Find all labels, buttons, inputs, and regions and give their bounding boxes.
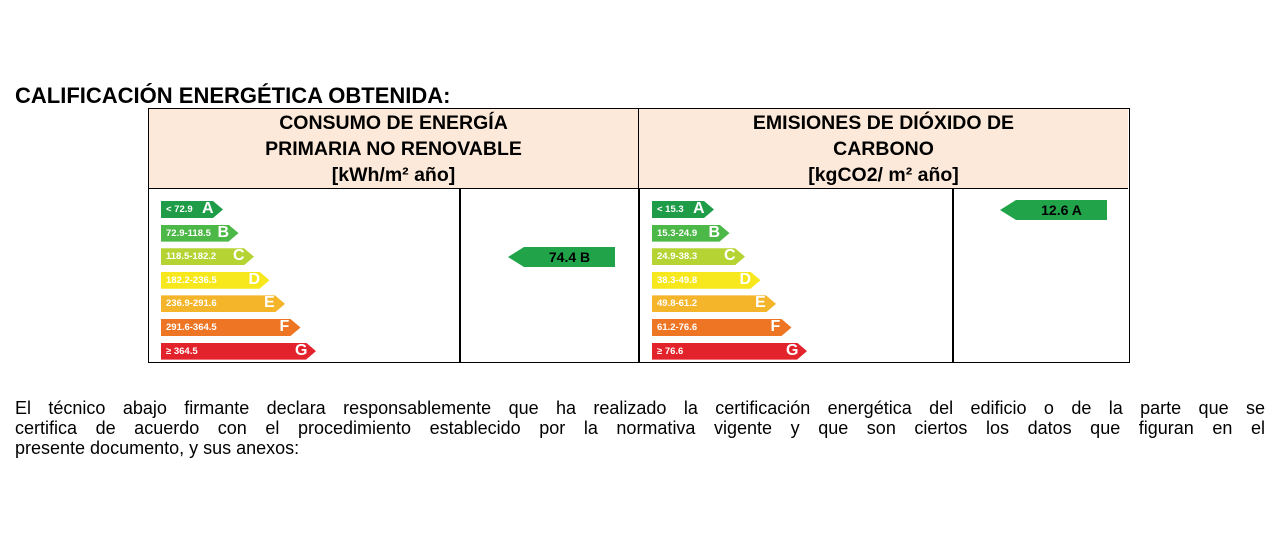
scale-letter: C (233, 247, 245, 265)
rating-table: CONSUMO DE ENERGÍA PRIMARIA NO RENOVABLE… (148, 108, 1130, 363)
scale-letter: F (279, 318, 290, 335)
scale-letter: D (248, 270, 261, 288)
scale-bar-a: < 15.3 A (652, 201, 714, 218)
scale-bar-g: ≥ 76.6 G (652, 341, 807, 360)
scale-letter: G (295, 341, 308, 359)
divider-middle (638, 189, 640, 362)
scale-range-label: ≥ 364.5 (166, 345, 198, 357)
emissions-header: EMISIONES DE DIÓXIDO DE CARBONO [kgCO2/ … (639, 109, 1128, 189)
emissions-header-line-1: EMISIONES DE DIÓXIDO DE (752, 112, 1015, 134)
scale-bar-c: 118.5-182.2 C (161, 247, 254, 266)
emissions-rating-arrow: 12.6 A (1000, 200, 1107, 220)
emissions-rating-value: 12.6 A (1041, 202, 1082, 218)
scale-range-label: 182.2-236.5 (166, 274, 217, 286)
scale-bar-b: 15.3-24.9 B (652, 223, 730, 242)
scale-bar-g: ≥ 364.5 G (161, 341, 316, 360)
scale-range-label: 291.6-364.5 (166, 322, 217, 333)
declaration-line-1: El técnico abajo firmante declara respon… (15, 398, 1265, 418)
scale-letter: B (217, 223, 230, 241)
scale-bar-e: 49.8-61.2 E (652, 294, 776, 313)
emissions-header-unit: [kgCO2/ m² año] (808, 164, 959, 186)
scale-range-label: < 15.3 (657, 204, 684, 215)
energy-header-line-2: PRIMARIA NO RENOVABLE (265, 138, 522, 160)
energy-header-line-1: CONSUMO DE ENERGÍA (279, 112, 508, 134)
energy-header-unit: [kWh/m² año] (331, 164, 456, 186)
scale-bar-f: 61.2-76.6 F (652, 319, 792, 336)
energy-rating-arrow: 74.4 B (508, 246, 615, 267)
scale-letter: E (755, 294, 766, 312)
scale-bar-d: 182.2-236.5 D (161, 270, 270, 289)
scale-letter: G (786, 341, 799, 359)
scale-bar-f: 291.6-364.5 F (161, 319, 301, 336)
scale-range-label: ≥ 76.6 (657, 345, 684, 357)
scale-range-label: 118.5-182.2 (166, 251, 217, 263)
declaration-line-3: presente documento, y sus anexos: (15, 438, 300, 458)
scale-range-label: < 72.9 (166, 204, 193, 215)
scale-bar-e: 236.9-291.6 E (161, 294, 285, 313)
declaration-line-2: certifica de acuerdo con el procedimient… (15, 418, 1265, 438)
scale-range-label: 15.3-24.9 (657, 227, 698, 239)
scale-letter: B (708, 223, 721, 241)
emissions-header-line-2: CARBONO (833, 138, 934, 160)
scale-bar-b: 72.9-118.5 B (161, 223, 239, 242)
scale-range-label: 72.9-118.5 (166, 227, 211, 239)
scale-letter: F (770, 318, 781, 335)
scale-range-label: 61.2-76.6 (657, 322, 698, 333)
scale-letter: E (264, 294, 275, 312)
divider-right-inner (952, 189, 954, 362)
section-title: CALIFICACIÓN ENERGÉTICA OBTENIDA: (15, 83, 451, 108)
scale-letter: C (724, 247, 736, 265)
energy-header: CONSUMO DE ENERGÍA PRIMARIA NO RENOVABLE… (149, 109, 639, 189)
scale-letter: A (693, 200, 705, 217)
energy-rating-value: 74.4 B (548, 248, 591, 265)
scale-range-label: 38.3-49.8 (657, 274, 698, 286)
declaration-paragraph: El técnico abajo firmante declara respon… (15, 398, 1265, 458)
scale-range-label: 236.9-291.6 (166, 298, 217, 310)
scale-bar-a: < 72.9 A (161, 201, 223, 218)
scale-letter: A (202, 200, 214, 217)
divider-left-inner (459, 189, 461, 362)
scale-letter: D (739, 270, 752, 288)
scale-bar-c: 24.9-38.3 C (652, 247, 745, 266)
scale-range-label: 49.8-61.2 (657, 298, 698, 310)
scale-bar-d: 38.3-49.8 D (652, 270, 761, 289)
scale-range-label: 24.9-38.3 (657, 251, 698, 263)
